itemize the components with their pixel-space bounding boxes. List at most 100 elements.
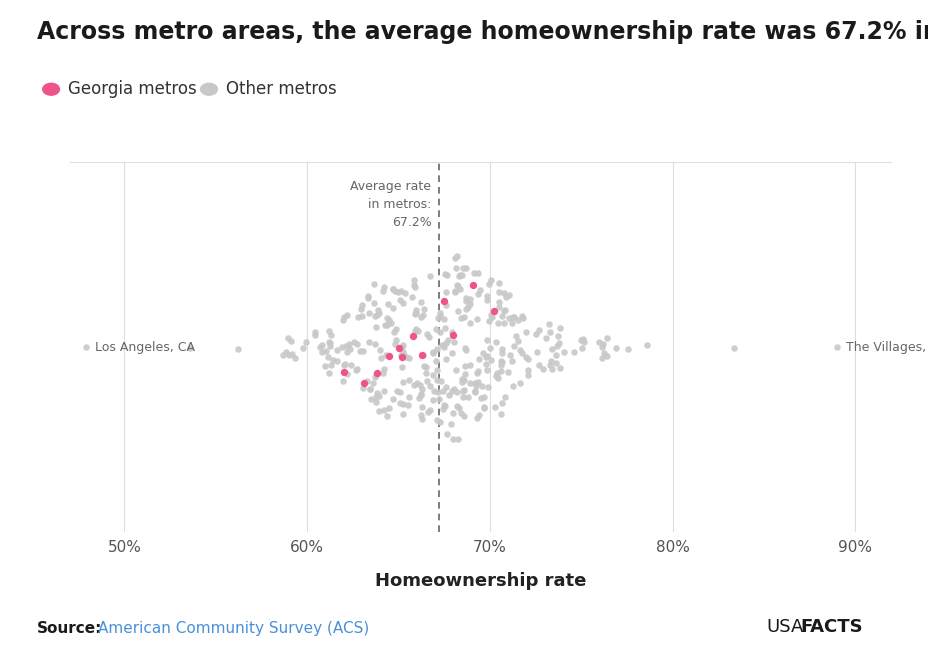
Point xyxy=(413,389,428,399)
Point xyxy=(307,327,322,337)
Point xyxy=(466,268,481,279)
Point xyxy=(414,402,429,412)
Point xyxy=(468,381,483,391)
Point xyxy=(829,342,844,352)
Point xyxy=(529,347,544,358)
Point xyxy=(383,318,398,329)
Point xyxy=(439,428,454,439)
Point xyxy=(376,364,391,375)
Point xyxy=(369,388,384,399)
Point xyxy=(481,315,496,326)
Point xyxy=(415,350,430,360)
Point xyxy=(413,410,428,420)
Point xyxy=(337,358,352,369)
Point xyxy=(551,338,566,348)
Point xyxy=(401,375,416,386)
Point xyxy=(440,334,455,345)
Point xyxy=(459,302,474,313)
Point xyxy=(416,310,431,321)
Point xyxy=(454,377,469,387)
Point xyxy=(360,292,375,303)
Point xyxy=(395,377,410,388)
Point xyxy=(436,400,451,410)
Point xyxy=(476,391,491,402)
Point xyxy=(474,381,489,391)
Point xyxy=(369,309,384,320)
Point xyxy=(478,359,493,369)
Point xyxy=(470,410,485,421)
Point xyxy=(361,337,376,348)
Point xyxy=(367,311,382,321)
Point xyxy=(368,368,383,379)
Point xyxy=(542,360,557,370)
Point xyxy=(376,368,391,379)
Point xyxy=(599,332,613,343)
Point xyxy=(505,318,520,329)
Point xyxy=(467,387,482,397)
Point xyxy=(501,290,516,301)
Point xyxy=(379,319,393,330)
Point xyxy=(639,340,654,350)
Point xyxy=(448,262,463,273)
Point xyxy=(394,399,409,410)
Point xyxy=(480,291,495,301)
Point xyxy=(415,350,430,360)
Point xyxy=(454,374,469,385)
Point xyxy=(478,352,493,362)
Point xyxy=(413,312,428,323)
Point xyxy=(377,320,392,330)
Point xyxy=(361,307,376,318)
Point xyxy=(334,341,349,352)
Point xyxy=(479,351,494,362)
Point xyxy=(399,352,414,362)
Point xyxy=(391,286,406,297)
Point xyxy=(493,360,508,370)
Point xyxy=(353,346,367,356)
Point xyxy=(438,299,453,310)
Point xyxy=(408,324,423,334)
Point xyxy=(329,356,344,366)
Point xyxy=(391,343,406,354)
Point xyxy=(336,312,351,323)
Point xyxy=(417,304,432,315)
Point xyxy=(462,360,477,371)
Point xyxy=(491,302,506,313)
Point xyxy=(544,344,559,354)
Point xyxy=(394,297,409,308)
Point xyxy=(323,360,338,371)
Point xyxy=(458,369,472,379)
Point xyxy=(386,327,401,337)
Point xyxy=(360,292,375,302)
Point xyxy=(379,411,393,422)
Point xyxy=(379,312,393,323)
Point xyxy=(406,379,420,390)
Point xyxy=(276,350,290,360)
Point xyxy=(487,402,502,412)
Point xyxy=(470,376,485,387)
Point xyxy=(438,287,453,297)
Point xyxy=(488,370,503,381)
Text: Across metro areas, the average homeownership rate was 67.2% in 2022.: Across metro areas, the average homeowne… xyxy=(37,20,928,44)
Point xyxy=(342,344,357,354)
Point xyxy=(416,360,431,371)
Point xyxy=(493,366,508,376)
Point xyxy=(419,329,434,339)
Point xyxy=(552,363,567,373)
Point xyxy=(435,404,450,414)
Point xyxy=(429,374,444,385)
Point xyxy=(430,387,445,397)
Point xyxy=(448,365,463,375)
Point xyxy=(485,305,500,316)
Point xyxy=(349,338,364,349)
Text: Georgia metros: Georgia metros xyxy=(68,80,197,98)
Point xyxy=(371,391,386,402)
Point xyxy=(441,390,456,401)
Point xyxy=(502,350,517,360)
Point xyxy=(393,294,407,305)
Point xyxy=(371,406,386,416)
Point xyxy=(470,268,485,279)
Point xyxy=(339,368,354,379)
Point xyxy=(470,366,485,377)
Point xyxy=(436,295,451,306)
Point xyxy=(385,284,400,294)
